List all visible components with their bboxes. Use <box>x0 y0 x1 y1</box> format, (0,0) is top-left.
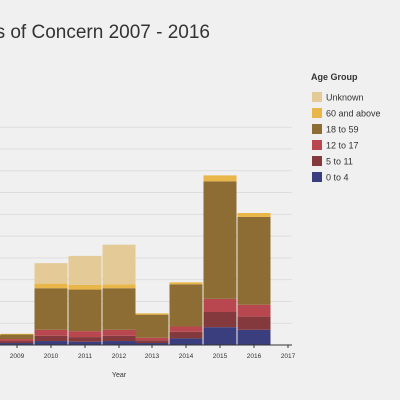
bar-segment-2014-18-to-59[interactable] <box>169 284 203 327</box>
x-tick-labels: 2008200920102011201220132014201520162017 <box>10 345 296 360</box>
bar-segment-2010-0-to-4[interactable] <box>34 341 68 345</box>
bar-segment-2011-unknown[interactable] <box>68 255 102 285</box>
bar-segment-2009-60-and-above[interactable] <box>0 333 34 335</box>
bar-segment-2010-18-to-59[interactable] <box>34 288 68 330</box>
legend-title: Age Group <box>311 72 358 82</box>
bar-segment-2009-5-to-11[interactable] <box>0 341 34 344</box>
x-tick-label: 2015 <box>213 353 228 360</box>
bar-segment-2016-5-to-11[interactable] <box>237 316 271 330</box>
x-tick-label: 2014 <box>179 353 194 360</box>
bar-segment-2012-0-to-4[interactable] <box>102 341 136 345</box>
bar-segment-2011-60-and-above[interactable] <box>68 284 102 290</box>
bar-segment-2016-0-to-4[interactable] <box>237 329 271 345</box>
bar-segment-2011-18-to-59[interactable] <box>68 289 102 332</box>
bar-segment-2010-5-to-11[interactable] <box>34 335 68 342</box>
bar-segment-2012-5-to-11[interactable] <box>102 335 136 342</box>
bar-segment-2009-18-to-59[interactable] <box>0 334 34 340</box>
bar-segment-2010-60-and-above[interactable] <box>34 283 68 289</box>
legend-label: 5 to 11 <box>326 157 353 167</box>
bar-segment-2016-12-to-17[interactable] <box>237 304 271 317</box>
x-tick-label: 2009 <box>10 353 25 360</box>
legend-swatch <box>312 92 322 102</box>
bar-segment-2012-60-and-above[interactable] <box>102 284 136 289</box>
bar-segment-2011-12-to-17[interactable] <box>68 331 102 338</box>
legend-label: 12 to 17 <box>326 141 359 151</box>
legend-swatch <box>312 108 322 118</box>
bar-segment-2012-unknown[interactable] <box>102 244 136 285</box>
x-tick-label: 2010 <box>44 353 59 360</box>
legend-swatch <box>312 140 322 150</box>
bar-segment-2013-60-and-above[interactable] <box>135 313 169 315</box>
x-tick-label: 2013 <box>145 353 160 360</box>
bar-segment-2016-60-and-above[interactable] <box>237 213 271 217</box>
x-axis-title: Year <box>112 372 127 379</box>
bar-segment-2009-12-to-17[interactable] <box>0 339 34 342</box>
bar-segment-2010-unknown[interactable] <box>34 263 68 284</box>
bar-segment-2015-60-and-above[interactable] <box>203 175 237 182</box>
bar-segment-2012-18-to-59[interactable] <box>102 288 136 330</box>
bar-segment-2009-0-to-4[interactable] <box>0 343 34 345</box>
legend-swatch <box>312 172 322 182</box>
legend-label: 60 and above <box>326 109 381 119</box>
legend: Age Group Unknown 60 and above 18 to 59 12 … <box>311 72 381 183</box>
bar-segment-2015-12-to-17[interactable] <box>203 298 237 312</box>
legend-label: 0 to 4 <box>326 173 349 183</box>
legend-swatch <box>312 124 322 134</box>
bars-layer <box>0 175 271 345</box>
legend-label: Unknown <box>326 93 364 103</box>
bar-segment-2014-5-to-11[interactable] <box>169 331 203 339</box>
bar-segment-2014-60-and-above[interactable] <box>169 282 203 285</box>
x-tick-label: 2017 <box>281 353 296 360</box>
bar-segment-2013-5-to-11[interactable] <box>135 340 169 344</box>
legend-label: 18 to 59 <box>326 125 359 135</box>
chart-title: ns of Concern 2007 - 2016 <box>0 22 210 43</box>
bar-segment-2015-0-to-4[interactable] <box>203 327 237 345</box>
bar-segment-2015-18-to-59[interactable] <box>203 181 237 299</box>
x-tick-label: 2012 <box>112 353 127 360</box>
x-tick-label: 2011 <box>78 353 92 360</box>
bar-segment-2013-12-to-17[interactable] <box>135 337 169 341</box>
bar-segment-2010-12-to-17[interactable] <box>34 329 68 336</box>
bar-segment-2014-12-to-17[interactable] <box>169 326 203 332</box>
bar-segment-2014-0-to-4[interactable] <box>169 338 203 345</box>
legend-swatch <box>312 156 322 166</box>
bar-segment-2012-12-to-17[interactable] <box>102 329 136 336</box>
bar-segment-2011-5-to-11[interactable] <box>68 337 102 342</box>
bar-segment-2013-0-to-4[interactable] <box>135 343 169 345</box>
bar-segment-2011-0-to-4[interactable] <box>68 341 102 345</box>
x-tick-label: 2016 <box>247 353 262 360</box>
bar-segment-2016-18-to-59[interactable] <box>237 216 271 305</box>
bar-segment-2013-18-to-59[interactable] <box>135 314 169 338</box>
bar-segment-2015-5-to-11[interactable] <box>203 312 237 328</box>
